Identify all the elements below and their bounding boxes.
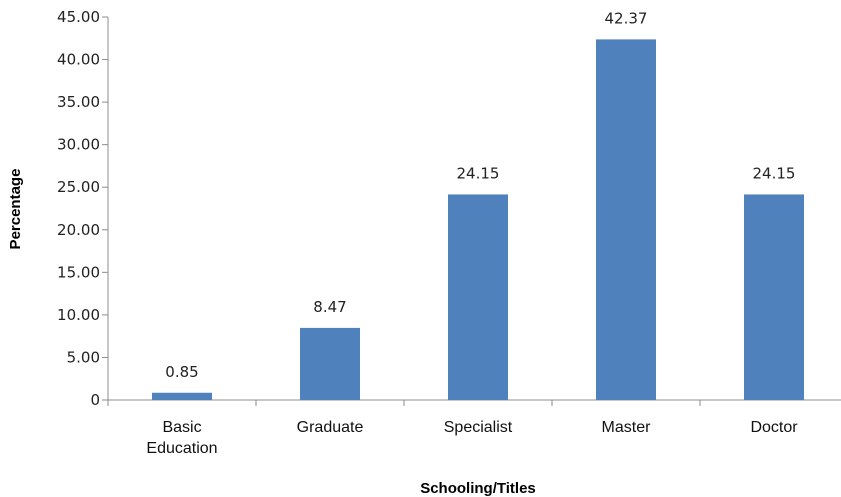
data-label: 42.37 <box>605 9 648 27</box>
y-tick-label: 15.00 <box>57 263 100 281</box>
y-axis: 0 5.00 10.00 15.00 20.00 25.00 30.00 35.00 40.00… <box>57 8 109 409</box>
x-tick-label: Graduate <box>297 419 364 436</box>
bar <box>300 327 360 400</box>
bar <box>596 39 656 401</box>
x-axis: Basic Education Graduate Specialist Master Do… <box>107 399 841 457</box>
x-tick-label: Basic Education <box>146 419 217 457</box>
y-tick-label: 0 <box>90 391 100 409</box>
x-tick-label: Doctor <box>750 419 798 436</box>
y-axis-title: Percentage <box>7 169 24 250</box>
data-label: 24.15 <box>753 164 796 182</box>
y-tick-label: 30.00 <box>57 136 100 154</box>
data-label: 0.85 <box>165 363 198 381</box>
x-axis-title: Schooling/Titles <box>420 480 536 497</box>
x-tick-label: Specialist <box>444 419 513 436</box>
bar <box>744 194 804 400</box>
bar <box>152 392 212 400</box>
y-tick-label: 5.00 <box>67 348 100 366</box>
y-tick-label: 35.00 <box>57 93 100 111</box>
bar <box>448 194 508 400</box>
data-labels: 0.85 8.47 24.15 42.37 24.15 <box>165 9 795 380</box>
y-tick-label: 20.00 <box>57 221 100 239</box>
x-tick-label: Master <box>602 419 652 436</box>
y-tick-label: 40.00 <box>57 51 100 69</box>
bar-series <box>152 39 804 401</box>
data-label: 24.15 <box>457 164 500 182</box>
data-label: 8.47 <box>313 298 346 316</box>
y-tick-label: 10.00 <box>57 306 100 324</box>
y-tick-label: 45.00 <box>57 8 100 26</box>
y-tick-label: 25.00 <box>57 178 100 196</box>
